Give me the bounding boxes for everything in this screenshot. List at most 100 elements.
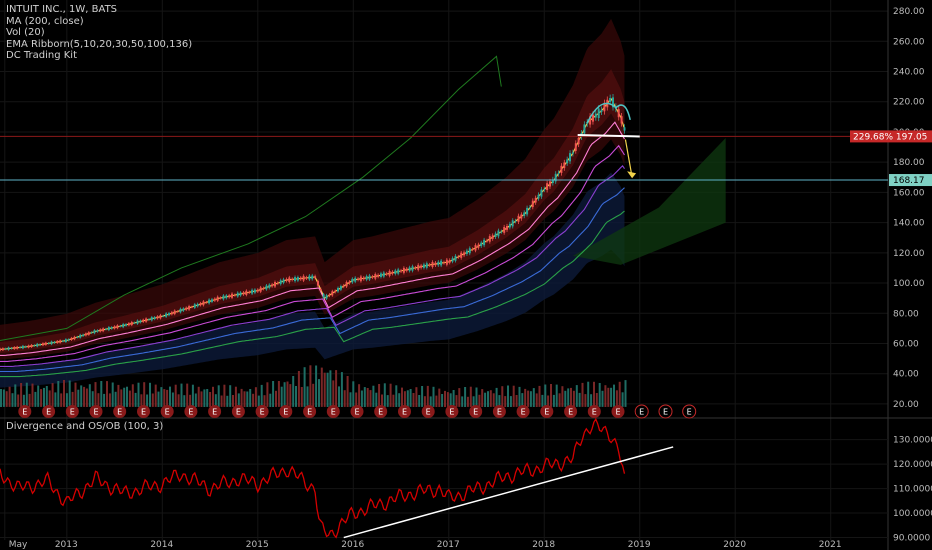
price-candle	[517, 215, 520, 222]
legend-ema[interactable]: EMA Ribborn(5,10,20,30,50,100,136)	[6, 38, 193, 50]
price-candle	[428, 264, 431, 266]
legend-vol[interactable]: Vol (20)	[6, 27, 45, 38]
price-candle	[431, 262, 434, 267]
price-candle	[437, 261, 440, 266]
earnings-marker	[184, 404, 198, 418]
volume-bar	[83, 386, 86, 407]
volume-bar	[169, 386, 171, 407]
volume-bar	[45, 386, 48, 407]
y-tick-label: 180.00	[893, 158, 925, 168]
price-candle	[440, 260, 443, 266]
volume-bar	[515, 395, 518, 407]
price-candle	[592, 114, 594, 122]
price-candle	[107, 327, 110, 331]
volume-bar	[103, 393, 106, 407]
neckline	[577, 133, 640, 138]
ema-channel	[0, 18, 625, 360]
price-candle	[569, 153, 571, 162]
price-candle	[56, 340, 59, 343]
earnings-marker-label: E	[615, 407, 620, 416]
price-candle	[110, 327, 113, 329]
price-candle	[603, 102, 606, 112]
volume-bar	[320, 367, 323, 407]
price-candle	[391, 271, 394, 274]
x-tick-label: 2019	[628, 540, 651, 550]
volume-bar	[315, 365, 318, 407]
price-candle	[233, 294, 236, 296]
volume-bar	[389, 383, 392, 407]
price-candle	[497, 230, 500, 237]
price-candle	[506, 226, 508, 230]
earnings-marker	[445, 404, 459, 418]
price-candle	[4, 348, 7, 350]
price-candle	[44, 342, 47, 345]
legend-symbol[interactable]: INTUIT INC., 1W, BATS	[6, 4, 118, 15]
y-tick-label: 280.00	[893, 7, 925, 17]
volume-bar	[100, 381, 103, 407]
volume-bar	[398, 393, 401, 407]
y-tick-label: 220.00	[893, 98, 925, 108]
volume-bar	[160, 387, 163, 407]
volume-bar	[309, 365, 312, 407]
price-candle	[73, 336, 76, 340]
volume-bar	[154, 384, 157, 407]
price-candle	[408, 267, 411, 271]
volume-bar	[504, 396, 507, 407]
price-candle	[594, 113, 597, 118]
price-candle	[185, 307, 188, 310]
volume-bar	[229, 385, 232, 407]
volume-bar	[91, 391, 94, 407]
volume-bar	[71, 391, 74, 407]
volume-bar	[329, 370, 332, 407]
volume-bar	[108, 393, 111, 407]
price-candle	[16, 346, 19, 349]
volume-bar	[11, 393, 14, 407]
earnings-marker-label: E	[592, 407, 597, 416]
earnings-marker-label: E	[117, 407, 122, 416]
legend-ma[interactable]: MA (200, close)	[6, 15, 84, 27]
volume-bar	[547, 395, 550, 407]
volume-bar	[31, 383, 34, 407]
earnings-marker	[564, 404, 578, 418]
oscillator-title[interactable]: Divergence and OS/OB (100, 3)	[6, 421, 164, 432]
x-tick-label: May	[9, 540, 28, 550]
volume-bar	[43, 387, 45, 407]
volume-bar	[349, 392, 352, 407]
price-candle	[276, 282, 279, 284]
legend-kit[interactable]: DC Trading Kit	[6, 50, 77, 61]
volume-bar	[289, 384, 292, 407]
earnings-marker-label: E	[331, 407, 336, 416]
volume-bar	[618, 381, 621, 407]
volume-bar	[555, 384, 558, 407]
volume-bar	[2, 389, 5, 407]
volume-bar	[529, 391, 532, 407]
volume-bar	[191, 384, 194, 407]
price-candle	[19, 347, 22, 348]
price-candle	[483, 239, 486, 246]
volume-bar	[446, 392, 449, 407]
price-candle	[228, 295, 231, 298]
volume-bar	[613, 384, 615, 407]
volume-bar	[123, 387, 126, 407]
price-candle	[7, 347, 10, 350]
volume-bar	[266, 382, 269, 407]
volume-bar	[538, 385, 541, 407]
price-candle	[93, 330, 96, 334]
volume-bar	[403, 391, 406, 407]
volume-bar	[300, 387, 303, 407]
earnings-marker	[42, 404, 56, 418]
earnings-marker	[350, 404, 364, 418]
price-candle	[193, 304, 196, 308]
earnings-marker-label: E	[188, 407, 193, 416]
price-candle	[113, 326, 116, 329]
price-candle	[62, 340, 64, 342]
price-candle	[305, 277, 308, 279]
price-candle	[471, 249, 474, 250]
earnings-marker-label: E	[165, 407, 170, 416]
volume-bar	[524, 388, 527, 407]
ema-line	[0, 210, 625, 378]
volume-bar	[535, 393, 538, 407]
price-candle	[139, 320, 142, 323]
